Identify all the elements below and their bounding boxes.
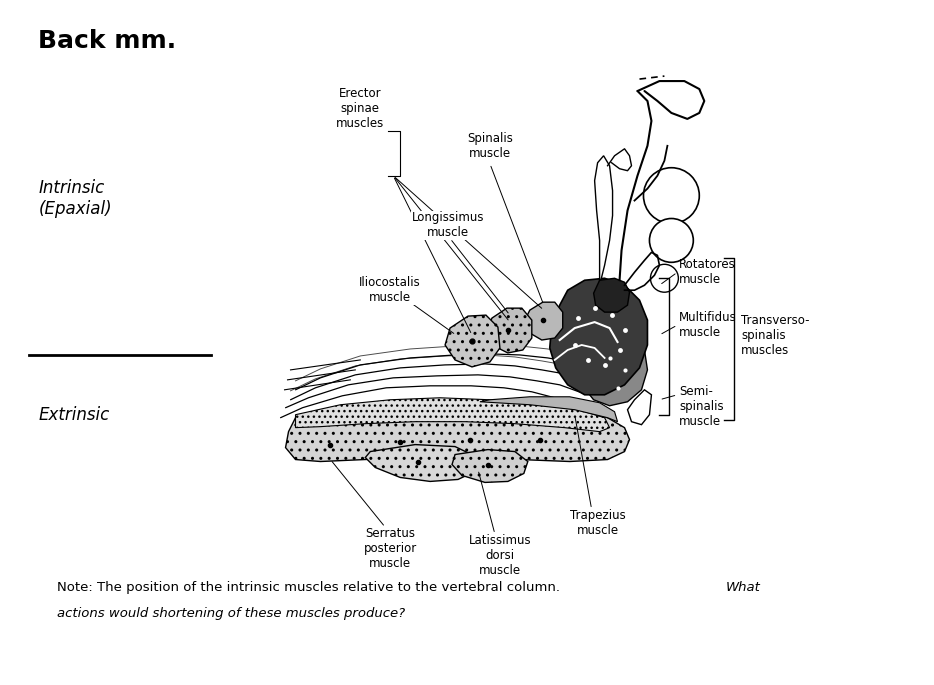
Text: Iliocostalis
muscle: Iliocostalis muscle bbox=[360, 276, 421, 304]
Circle shape bbox=[649, 219, 693, 262]
Text: Serratus
posterior
muscle: Serratus posterior muscle bbox=[363, 527, 417, 570]
Text: Semi-
spinalis
muscle: Semi- spinalis muscle bbox=[679, 385, 724, 428]
Polygon shape bbox=[365, 445, 478, 482]
Text: Rotatores
muscle: Rotatores muscle bbox=[679, 258, 736, 286]
Polygon shape bbox=[480, 397, 617, 422]
Text: Latissimus
dorsi
muscle: Latissimus dorsi muscle bbox=[469, 534, 531, 577]
Polygon shape bbox=[286, 400, 630, 462]
Text: What: What bbox=[725, 581, 760, 594]
Circle shape bbox=[644, 168, 700, 223]
Polygon shape bbox=[524, 302, 562, 340]
Circle shape bbox=[650, 264, 678, 292]
Text: Transverso-
spinalis
muscles: Transverso- spinalis muscles bbox=[742, 314, 810, 356]
Polygon shape bbox=[580, 330, 647, 406]
Polygon shape bbox=[486, 308, 531, 353]
Text: Intrinsic
(Epaxial): Intrinsic (Epaxial) bbox=[38, 179, 112, 218]
Text: Longissimus
muscle: Longissimus muscle bbox=[412, 212, 485, 240]
Text: actions would shortening of these muscles produce?: actions would shortening of these muscle… bbox=[57, 607, 405, 620]
Polygon shape bbox=[550, 278, 647, 395]
Polygon shape bbox=[594, 278, 630, 312]
Text: Trapezius
muscle: Trapezius muscle bbox=[570, 510, 626, 537]
Text: Extrinsic: Extrinsic bbox=[38, 406, 109, 424]
Text: Erector
spinae
muscles: Erector spinae muscles bbox=[336, 88, 385, 130]
Text: Spinalis
muscle: Spinalis muscle bbox=[467, 132, 513, 160]
Text: Back mm.: Back mm. bbox=[38, 29, 177, 53]
Text: Multifidus
muscle: Multifidus muscle bbox=[679, 311, 737, 339]
Polygon shape bbox=[446, 315, 500, 367]
Polygon shape bbox=[452, 449, 528, 482]
Polygon shape bbox=[628, 390, 651, 425]
Polygon shape bbox=[595, 155, 613, 285]
Text: Note: The position of the intrinsic muscles relative to the vertebral column.: Note: The position of the intrinsic musc… bbox=[57, 581, 564, 594]
Polygon shape bbox=[295, 398, 610, 432]
